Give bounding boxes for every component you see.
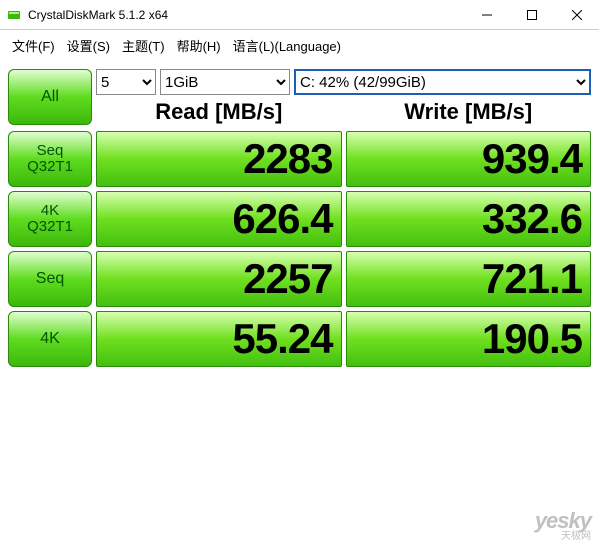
minimize-button[interactable] <box>464 0 509 30</box>
read-header: Read [MB/s] <box>96 97 342 127</box>
menu-language[interactable]: 语言(L)(Language) <box>229 34 345 57</box>
4k-label: 4K <box>40 330 60 348</box>
seq-q32t1-label-b: Q32T1 <box>27 159 73 176</box>
row-seq: Seq 2257 721.1 <box>8 251 591 307</box>
all-button-label: All <box>41 88 59 106</box>
controls-row: All 5 1GiB C: 42% (42/99GiB) Read [MB/s]… <box>8 69 591 127</box>
watermark-logo: yesky <box>535 510 591 532</box>
size-select[interactable]: 1GiB <box>160 69 290 95</box>
watermark-sub: 天极网 <box>535 532 591 542</box>
window-title: CrystalDiskMark 5.1.2 x64 <box>28 8 464 22</box>
selectors-area: 5 1GiB C: 42% (42/99GiB) Read [MB/s] Wri… <box>96 69 591 127</box>
window-controls <box>464 0 599 30</box>
seq-q32t1-label-a: Seq <box>37 143 64 160</box>
4k-button[interactable]: 4K <box>8 311 92 367</box>
watermark: yesky 天极网 <box>535 510 591 542</box>
close-button[interactable] <box>554 0 599 30</box>
menu-help[interactable]: 帮助(H) <box>173 34 225 57</box>
maximize-button[interactable] <box>509 0 554 30</box>
maximize-icon <box>527 10 537 20</box>
4k-q32t1-write-value: 332.6 <box>346 191 592 247</box>
row-seq-q32t1: Seq Q32T1 2283 939.4 <box>8 131 591 187</box>
4k-q32t1-label-a: 4K <box>41 203 59 220</box>
4k-write-value: 190.5 <box>346 311 592 367</box>
seq-read-value: 2257 <box>96 251 342 307</box>
drive-select[interactable]: C: 42% (42/99GiB) <box>294 69 591 95</box>
4k-q32t1-read-value: 626.4 <box>96 191 342 247</box>
all-button[interactable]: All <box>8 69 92 125</box>
seq-write-value: 721.1 <box>346 251 592 307</box>
menu-file[interactable]: 文件(F) <box>8 34 59 57</box>
seq-button[interactable]: Seq <box>8 251 92 307</box>
seq-label: Seq <box>36 270 64 288</box>
app-icon <box>6 7 22 23</box>
menu-bar: 文件(F) 设置(S) 主题(T) 帮助(H) 语言(L)(Language) <box>0 30 599 61</box>
runs-select[interactable]: 5 <box>96 69 156 95</box>
4k-q32t1-button[interactable]: 4K Q32T1 <box>8 191 92 247</box>
seq-q32t1-write-value: 939.4 <box>346 131 592 187</box>
row-4k: 4K 55.24 190.5 <box>8 311 591 367</box>
window-titlebar: CrystalDiskMark 5.1.2 x64 <box>0 0 599 30</box>
footer-spacer <box>8 371 591 401</box>
seq-q32t1-read-value: 2283 <box>96 131 342 187</box>
minimize-icon <box>482 10 492 20</box>
write-header: Write [MB/s] <box>346 97 592 127</box>
seq-q32t1-button[interactable]: Seq Q32T1 <box>8 131 92 187</box>
4k-q32t1-label-b: Q32T1 <box>27 219 73 236</box>
menu-settings[interactable]: 设置(S) <box>63 34 114 57</box>
menu-theme[interactable]: 主题(T) <box>118 34 169 57</box>
row-4k-q32t1: 4K Q32T1 626.4 332.6 <box>8 191 591 247</box>
4k-read-value: 55.24 <box>96 311 342 367</box>
main-content: All 5 1GiB C: 42% (42/99GiB) Read [MB/s]… <box>0 61 599 409</box>
column-headers: Read [MB/s] Write [MB/s] <box>96 97 591 127</box>
close-icon <box>572 10 582 20</box>
